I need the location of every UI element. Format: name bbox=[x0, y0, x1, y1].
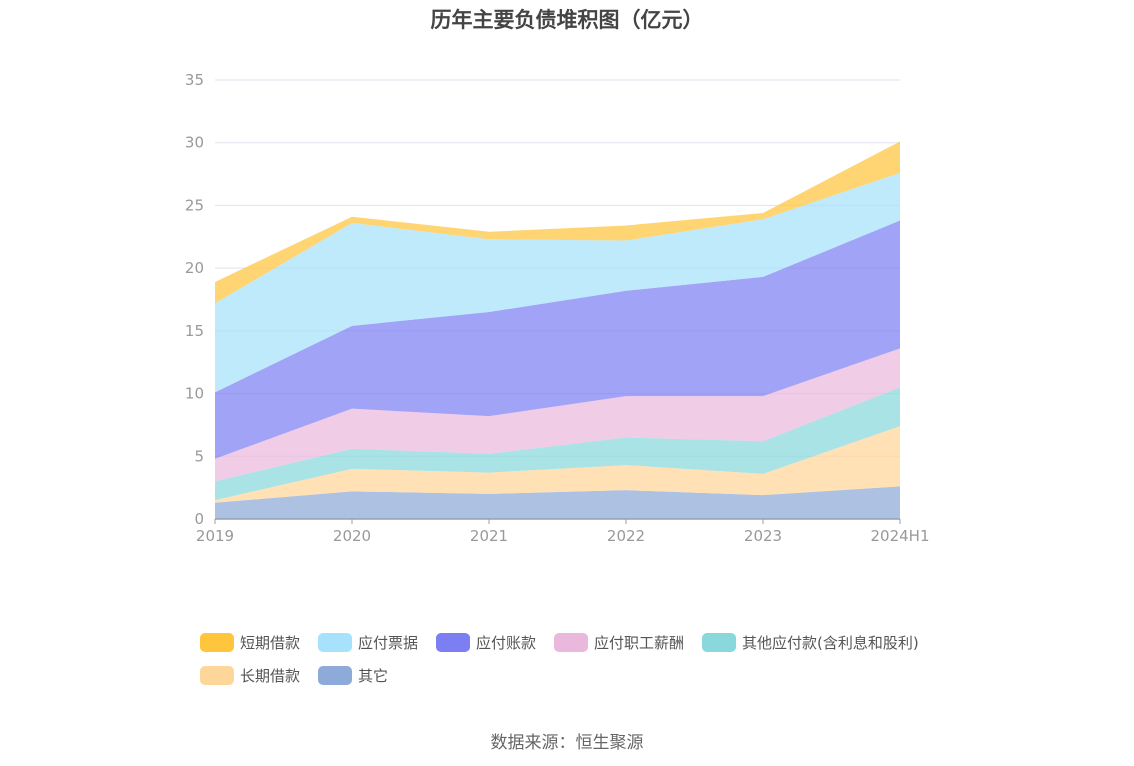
legend-swatch bbox=[318, 665, 352, 685]
legend-swatch bbox=[200, 632, 234, 652]
legend-item-long-term-loans[interactable]: 长期借款 bbox=[200, 662, 300, 688]
legend-swatch bbox=[318, 632, 352, 652]
legend-item-employee-payable[interactable]: 应付职工薪酬 bbox=[554, 629, 684, 655]
y-tick-label: 0 bbox=[194, 510, 204, 528]
legend-label: 其它 bbox=[358, 666, 389, 685]
y-tick-label: 20 bbox=[185, 259, 204, 277]
area-series-6 bbox=[215, 141, 900, 304]
legend-item-short-term-loans[interactable]: 短期借款 bbox=[200, 629, 300, 655]
chart-title: 历年主要负债堆积图（亿元） bbox=[430, 8, 704, 32]
x-tick-label: 2020 bbox=[333, 527, 371, 545]
legend-swatch bbox=[436, 632, 470, 652]
legend-label: 应付账款 bbox=[476, 633, 537, 652]
legend-label: 长期借款 bbox=[240, 666, 301, 685]
legend-label: 短期借款 bbox=[240, 633, 301, 652]
y-tick-label: 15 bbox=[185, 322, 204, 340]
area-series-0 bbox=[215, 486, 900, 519]
legend-item-accounts-payable[interactable]: 应付账款 bbox=[436, 629, 536, 655]
area-series-1 bbox=[215, 426, 900, 503]
x-tick-label: 2024H1 bbox=[871, 527, 930, 545]
legend-item-other-payables[interactable]: 其他应付款(含利息和股利) bbox=[702, 629, 919, 655]
legend-item-other[interactable]: 其它 bbox=[318, 662, 388, 688]
legend-label: 应付职工薪酬 bbox=[594, 633, 685, 652]
legend-swatch bbox=[702, 632, 736, 652]
legend-swatch bbox=[200, 665, 234, 685]
area-series-5 bbox=[215, 172, 900, 393]
area-series-3 bbox=[215, 348, 900, 482]
y-tick-label: 25 bbox=[185, 196, 204, 214]
y-tick-label: 5 bbox=[194, 447, 204, 465]
stacked-area-chart: 0 5 10 15 20 25 30 35 2019 2020 2021 2022 2023 2024H1 bbox=[185, 71, 930, 545]
x-tick-label: 2022 bbox=[607, 527, 645, 545]
area-series-4 bbox=[215, 220, 900, 459]
x-tick-label: 2023 bbox=[744, 527, 782, 545]
legend-label: 其他应付款(含利息和股利) bbox=[742, 633, 919, 652]
legend-swatch bbox=[554, 632, 588, 652]
x-tick-label: 2021 bbox=[470, 527, 508, 545]
y-tick-label: 30 bbox=[185, 134, 204, 152]
legend-label: 应付票据 bbox=[358, 633, 419, 652]
area-series-2 bbox=[215, 387, 900, 501]
area-series bbox=[215, 141, 900, 519]
y-tick-label: 10 bbox=[185, 385, 204, 403]
x-tick-label: 2019 bbox=[196, 527, 234, 545]
legend-item-notes-payable[interactable]: 应付票据 bbox=[318, 629, 418, 655]
data-source: 数据来源：恒生聚源 bbox=[490, 733, 644, 753]
y-tick-label: 35 bbox=[185, 71, 204, 89]
axes: 0 5 10 15 20 25 30 35 2019 2020 2021 2022 2023 2024H1 bbox=[185, 71, 930, 545]
